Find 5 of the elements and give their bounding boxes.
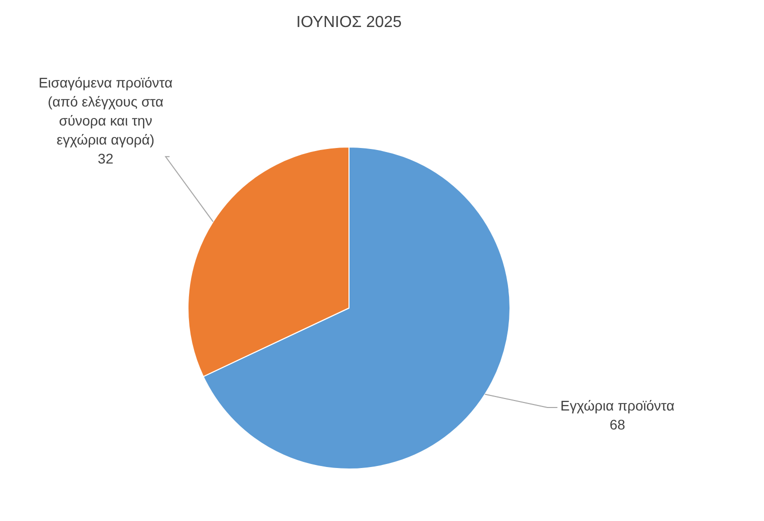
- chart-title: ΙΟΥΝΙΟΣ 2025: [296, 14, 402, 31]
- data-label: 68: [610, 416, 626, 432]
- slice-label: Εγχώρια προϊόντα: [560, 397, 674, 414]
- slice-label: Εισαγόμενα προϊόντα (από ελέγχους στα σύνορα και την εγχώρια αγορά): [38, 74, 173, 148]
- data-label: 32: [98, 150, 114, 167]
